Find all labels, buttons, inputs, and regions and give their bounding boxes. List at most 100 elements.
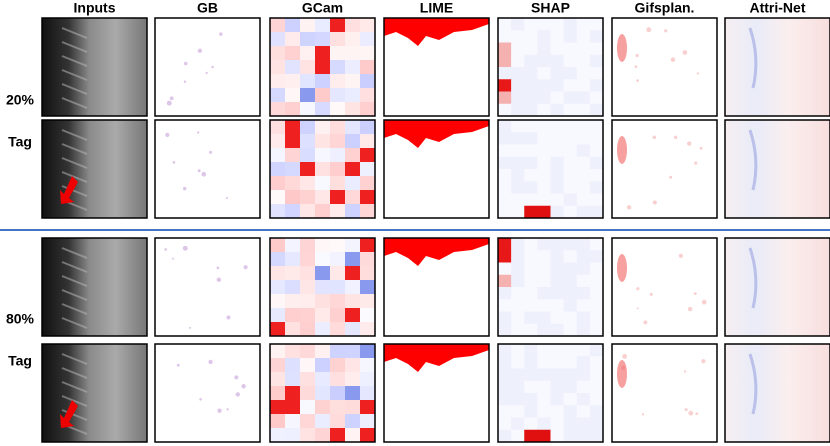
heat-cell (285, 102, 301, 117)
arrow (60, 400, 78, 428)
shap-cell (498, 417, 512, 431)
heat-cell (315, 372, 331, 387)
heat-cell (300, 252, 316, 267)
shap-cell (537, 287, 551, 300)
heat-cell (285, 176, 301, 191)
heat-cell (270, 414, 286, 429)
shap-cell (511, 380, 525, 394)
shap-cell (576, 30, 591, 43)
attri-stroke (748, 353, 758, 415)
heat-cell (345, 176, 361, 191)
heat-cell (300, 60, 316, 75)
shap-cell (524, 156, 538, 170)
speck (636, 287, 640, 291)
shap-cell (589, 356, 604, 369)
speck (695, 412, 699, 416)
heat-cell (330, 60, 346, 75)
heat-cell (300, 358, 316, 373)
shap-cell (537, 250, 551, 263)
shap-cell (563, 323, 578, 337)
shap-cell (576, 238, 591, 251)
shap-cell (563, 393, 578, 406)
heat-cell (360, 266, 376, 281)
heat-cell (270, 88, 286, 103)
cell-border (497, 17, 604, 117)
shap-cell (537, 18, 551, 31)
shap-cell (563, 132, 578, 145)
column-header: Inputs (74, 0, 116, 16)
speck (235, 392, 241, 397)
heat-cell (300, 204, 316, 219)
shap-cell (589, 323, 604, 337)
heat-cell (315, 32, 331, 47)
heat-cell (300, 322, 316, 337)
heat-cell (360, 46, 376, 61)
speck (189, 326, 192, 329)
heat-cell (300, 400, 316, 415)
speck (669, 175, 673, 179)
heat-cell (270, 280, 286, 295)
rib (61, 289, 88, 301)
cell (611, 17, 718, 117)
shap-cell (550, 356, 565, 369)
shap-cell (563, 344, 578, 357)
heat-cell (300, 386, 316, 401)
heat-cell (345, 294, 361, 309)
shap-cell (550, 54, 565, 68)
heat-cell (315, 266, 331, 281)
shap-cell (550, 405, 565, 418)
cell-border (269, 119, 376, 219)
shap-cell (589, 103, 604, 117)
cell (41, 17, 148, 117)
heat-cell (330, 176, 346, 191)
cell (383, 119, 490, 219)
shap-cell (589, 181, 604, 194)
heat-cell (270, 386, 286, 401)
rib (61, 97, 88, 109)
speck (182, 245, 188, 251)
xray (42, 120, 147, 218)
cell-border (383, 17, 490, 117)
shap-cell (537, 103, 551, 117)
heat-cell (360, 322, 376, 337)
heat-cell (270, 204, 286, 219)
shap-cell (524, 311, 538, 325)
shap-cell (589, 79, 604, 92)
shap-cell (576, 91, 591, 105)
heat-cell (360, 32, 376, 47)
rib (61, 261, 88, 273)
attri-stroke (748, 129, 758, 191)
heat-cell (315, 74, 331, 89)
heat-cell (360, 252, 376, 267)
heat-cell (300, 372, 316, 387)
shap-cell (550, 250, 565, 263)
heat-cell (300, 88, 316, 103)
shap-cell (537, 79, 551, 92)
heat-cell (330, 148, 346, 163)
heat-cell (270, 46, 286, 61)
cell-border (154, 17, 261, 117)
shap-cell (537, 274, 551, 288)
shap-cell (524, 287, 538, 300)
rib (61, 367, 88, 379)
speck (166, 100, 172, 106)
shap-cell (511, 18, 525, 31)
cell-border (383, 343, 490, 443)
shap-cell (576, 54, 591, 68)
heat-cell (270, 266, 286, 281)
shap-cell (576, 169, 591, 182)
heat-cell (285, 308, 301, 323)
heat-cell (345, 74, 361, 89)
shap-cell (498, 393, 512, 406)
heat-cell (330, 400, 346, 415)
cell (724, 343, 830, 443)
shap-cell (550, 393, 565, 406)
heat-cell (330, 372, 346, 387)
shap-cell (524, 429, 538, 443)
heat-cell (345, 60, 361, 75)
shap-cell (563, 262, 578, 276)
cell-border (154, 237, 261, 337)
shap-cell (498, 132, 512, 145)
cell-border (41, 17, 148, 117)
heat-cell (345, 280, 361, 295)
